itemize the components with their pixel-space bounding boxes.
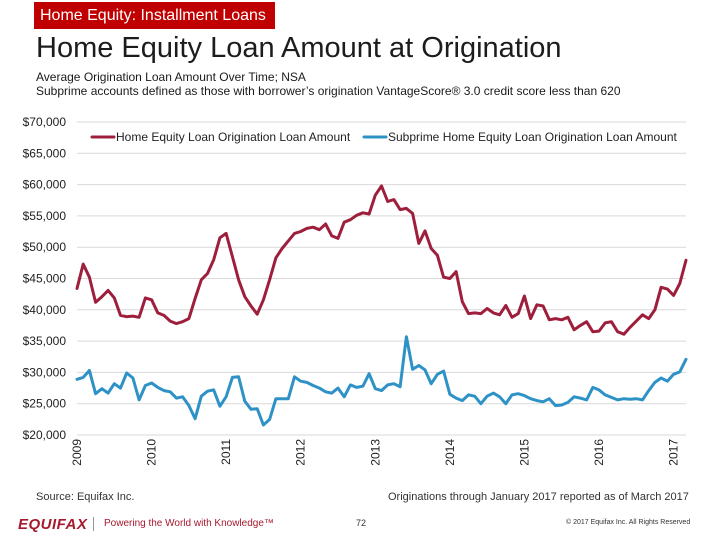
y-tick-label: $65,000	[23, 146, 67, 160]
subtitle-line-1: Average Origination Loan Amount Over Tim…	[36, 70, 306, 84]
y-tick-label: $25,000	[23, 397, 67, 411]
subtitle: Average Origination Loan Amount Over Tim…	[36, 70, 621, 98]
x-axis-tick-labels: 2009 2010 2011 2012 2013 2014 2015 2016 2017	[70, 439, 681, 466]
source-note: Source: Equifax Inc.	[36, 491, 135, 503]
x-tick-label: 2009	[70, 439, 84, 466]
legend-label: Home Equity Loan Origination Loan Amount	[116, 130, 351, 144]
x-tick-label: 2017	[667, 439, 681, 466]
copyright: © 2017 Equifax Inc. All Rights Reserved	[566, 519, 691, 526]
page-number: 72	[356, 518, 367, 528]
y-tick-label: $55,000	[23, 209, 67, 223]
y-tick-label: $35,000	[23, 334, 67, 348]
x-tick-label: 2011	[219, 439, 233, 465]
chart-series	[75, 184, 688, 427]
x-tick-label: 2016	[592, 439, 606, 466]
series-line-home-equity	[75, 184, 688, 336]
footer-divider	[93, 517, 94, 531]
x-tick-label: 2010	[145, 439, 159, 466]
section-tag: Home Equity: Installment Loans	[34, 2, 275, 29]
y-tick-label: $50,000	[23, 240, 67, 254]
footer: EQUIFAX Powering the World with Knowledg…	[0, 510, 720, 540]
equifax-logo: EQUIFAX	[18, 516, 88, 533]
y-axis-tick-labels: $20,000 $25,000 $30,000 $35,000 $40,000 $45,0…	[23, 115, 67, 442]
x-tick-label: 2015	[517, 439, 531, 466]
x-tick-label: 2013	[368, 439, 382, 466]
page-title: Home Equity Loan Amount at Origination	[36, 32, 562, 64]
data-note: Originations through January 2017 report…	[388, 491, 689, 503]
y-tick-label: $60,000	[23, 178, 67, 192]
subtitle-line-2: Subprime accounts defined as those with …	[36, 84, 621, 98]
y-tick-label: $20,000	[23, 428, 67, 442]
series-line-subprime	[75, 335, 688, 427]
x-tick-label: 2014	[443, 439, 457, 466]
x-tick-label: 2012	[294, 439, 308, 466]
y-tick-label: $70,000	[23, 115, 67, 129]
legend-label: Subprime Home Equity Loan Origination Lo…	[388, 130, 678, 144]
line-chart: $20,000 $25,000 $30,000 $35,000 $40,000 $45,0…	[23, 115, 688, 466]
chart-legend: Home Equity Loan Origination Loan Amount…	[90, 130, 678, 144]
y-tick-label: $40,000	[23, 303, 67, 317]
y-tick-label: $45,000	[23, 272, 67, 286]
y-tick-label: $30,000	[23, 365, 67, 379]
tagline: Powering the World with Knowledge™	[104, 518, 274, 529]
